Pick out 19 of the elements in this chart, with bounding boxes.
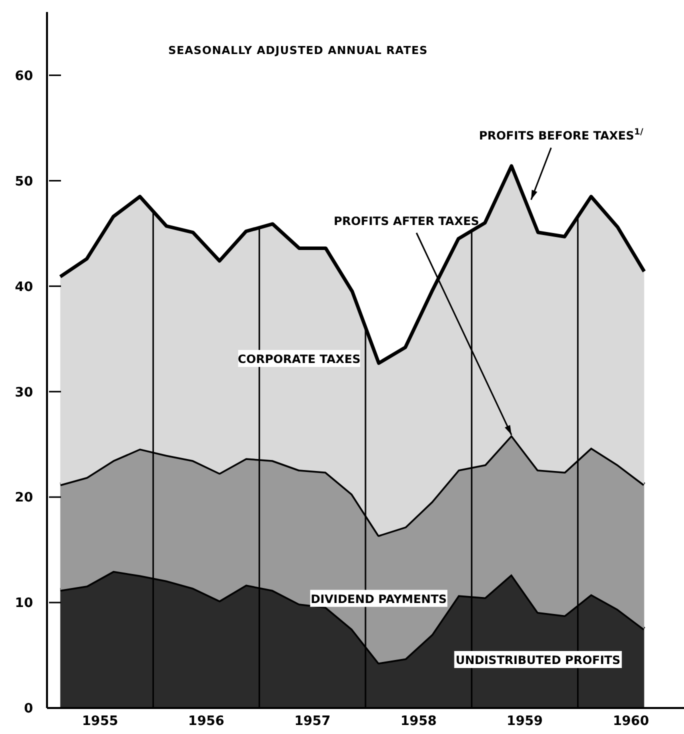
series-label: DIVIDEND PAYMENTS: [310, 592, 447, 606]
x-tick-label: 1959: [506, 714, 543, 730]
x-tick-label: 1960: [612, 714, 650, 730]
y-tick-label: 30: [14, 385, 33, 400]
x-tick-label: 1955: [82, 714, 118, 730]
y-tick-label: 60: [14, 68, 33, 84]
series-label: CORPORATE TAXES: [238, 352, 360, 366]
x-tick-label: 1957: [294, 714, 331, 730]
x-tick-label: 1956: [188, 714, 224, 730]
y-tick-label: 50: [14, 174, 33, 190]
annotation: PROFITS AFTER TAXES: [334, 214, 480, 228]
y-tick-label: 20: [14, 490, 33, 506]
x-tick-label: 1958: [400, 714, 437, 730]
y-tick-label: 40: [14, 280, 33, 295]
series-label: UNDISTRIBUTED PROFITS: [456, 653, 620, 668]
annotation: PROFITS BEFORE TAXES$^{1/}$: [478, 128, 644, 143]
y-tick-label: 10: [14, 596, 33, 612]
y-tick-label: 0: [24, 702, 33, 717]
text: SEASONALLY ADJUSTED ANNUAL RATES: [167, 44, 429, 57]
